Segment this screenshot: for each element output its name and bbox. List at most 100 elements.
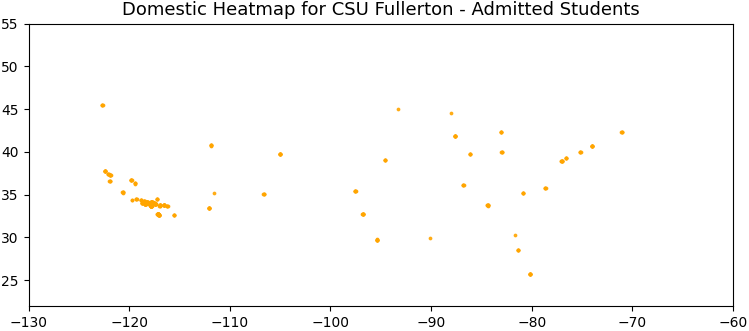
Point <box>147 200 159 205</box>
Point <box>616 129 628 135</box>
Point <box>154 213 166 218</box>
Point <box>152 212 164 217</box>
Point <box>142 201 154 206</box>
Point <box>142 201 154 206</box>
Point <box>556 159 568 164</box>
Point <box>127 197 139 202</box>
Point <box>350 188 362 193</box>
Point <box>140 200 152 205</box>
Point <box>517 190 529 195</box>
Point <box>449 133 461 138</box>
Point <box>145 200 157 205</box>
Point <box>458 182 470 187</box>
Point <box>145 202 157 207</box>
Point <box>496 150 508 155</box>
Point <box>117 190 129 195</box>
Point <box>154 203 166 208</box>
Point <box>151 212 163 217</box>
Point <box>145 204 157 209</box>
Point <box>371 237 383 242</box>
Point <box>153 212 165 217</box>
Point <box>145 203 157 208</box>
Point <box>509 232 521 237</box>
Point <box>142 201 154 206</box>
Point <box>142 200 154 205</box>
Point <box>150 201 162 206</box>
Point <box>274 152 286 157</box>
Point <box>539 185 551 191</box>
Point <box>357 211 369 216</box>
Point <box>152 211 164 216</box>
Point <box>142 199 154 205</box>
Point <box>116 190 128 195</box>
Point <box>203 205 215 211</box>
Point <box>145 203 157 209</box>
Point <box>145 200 157 205</box>
Point <box>153 212 165 217</box>
Point <box>145 203 157 209</box>
Point <box>139 201 151 207</box>
Point <box>140 200 152 205</box>
Point <box>168 212 180 217</box>
Point <box>152 212 164 217</box>
Point <box>145 200 157 205</box>
Point <box>138 199 150 204</box>
Point <box>586 143 598 149</box>
Point <box>560 156 572 161</box>
Point <box>154 212 166 217</box>
Point <box>152 212 164 217</box>
Point <box>136 200 148 206</box>
Point <box>150 201 162 206</box>
Point <box>148 200 160 205</box>
Point <box>142 199 154 205</box>
Point <box>139 199 151 204</box>
Point <box>144 202 156 207</box>
Point <box>464 151 476 157</box>
Point <box>392 107 404 112</box>
Point <box>152 212 164 217</box>
Point <box>141 200 153 206</box>
Point <box>145 200 157 205</box>
Point <box>104 172 116 177</box>
Point <box>147 200 159 205</box>
Point <box>357 211 369 216</box>
Point <box>151 212 163 217</box>
Point <box>117 190 129 195</box>
Point <box>154 203 166 208</box>
Point <box>357 211 369 216</box>
Point <box>143 201 155 206</box>
Point <box>144 202 156 207</box>
Point <box>449 133 461 139</box>
Point <box>168 212 180 217</box>
Point <box>560 155 571 161</box>
Point <box>425 235 437 241</box>
Point <box>142 199 154 205</box>
Point <box>274 152 286 157</box>
Point <box>144 202 156 207</box>
Point <box>145 203 157 209</box>
Point <box>145 200 157 205</box>
Point <box>146 200 158 205</box>
Point <box>144 202 156 207</box>
Point <box>495 129 507 134</box>
Point <box>258 191 270 197</box>
Point <box>560 155 571 161</box>
Point <box>103 172 115 177</box>
Point <box>357 211 369 216</box>
Point <box>142 201 154 206</box>
Point <box>203 205 215 211</box>
Title: Domestic Heatmap for CSU Fullerton - Admitted Students: Domestic Heatmap for CSU Fullerton - Adm… <box>122 1 640 20</box>
Point <box>168 212 180 217</box>
Point <box>147 200 159 206</box>
Point <box>586 143 598 149</box>
Point <box>379 157 391 162</box>
Point <box>158 202 170 207</box>
Point <box>97 102 109 108</box>
Point <box>143 201 155 206</box>
Point <box>145 203 157 209</box>
Point <box>158 202 170 208</box>
Point <box>258 192 270 197</box>
Point <box>145 203 157 209</box>
Point <box>150 201 162 206</box>
Point <box>147 200 159 205</box>
